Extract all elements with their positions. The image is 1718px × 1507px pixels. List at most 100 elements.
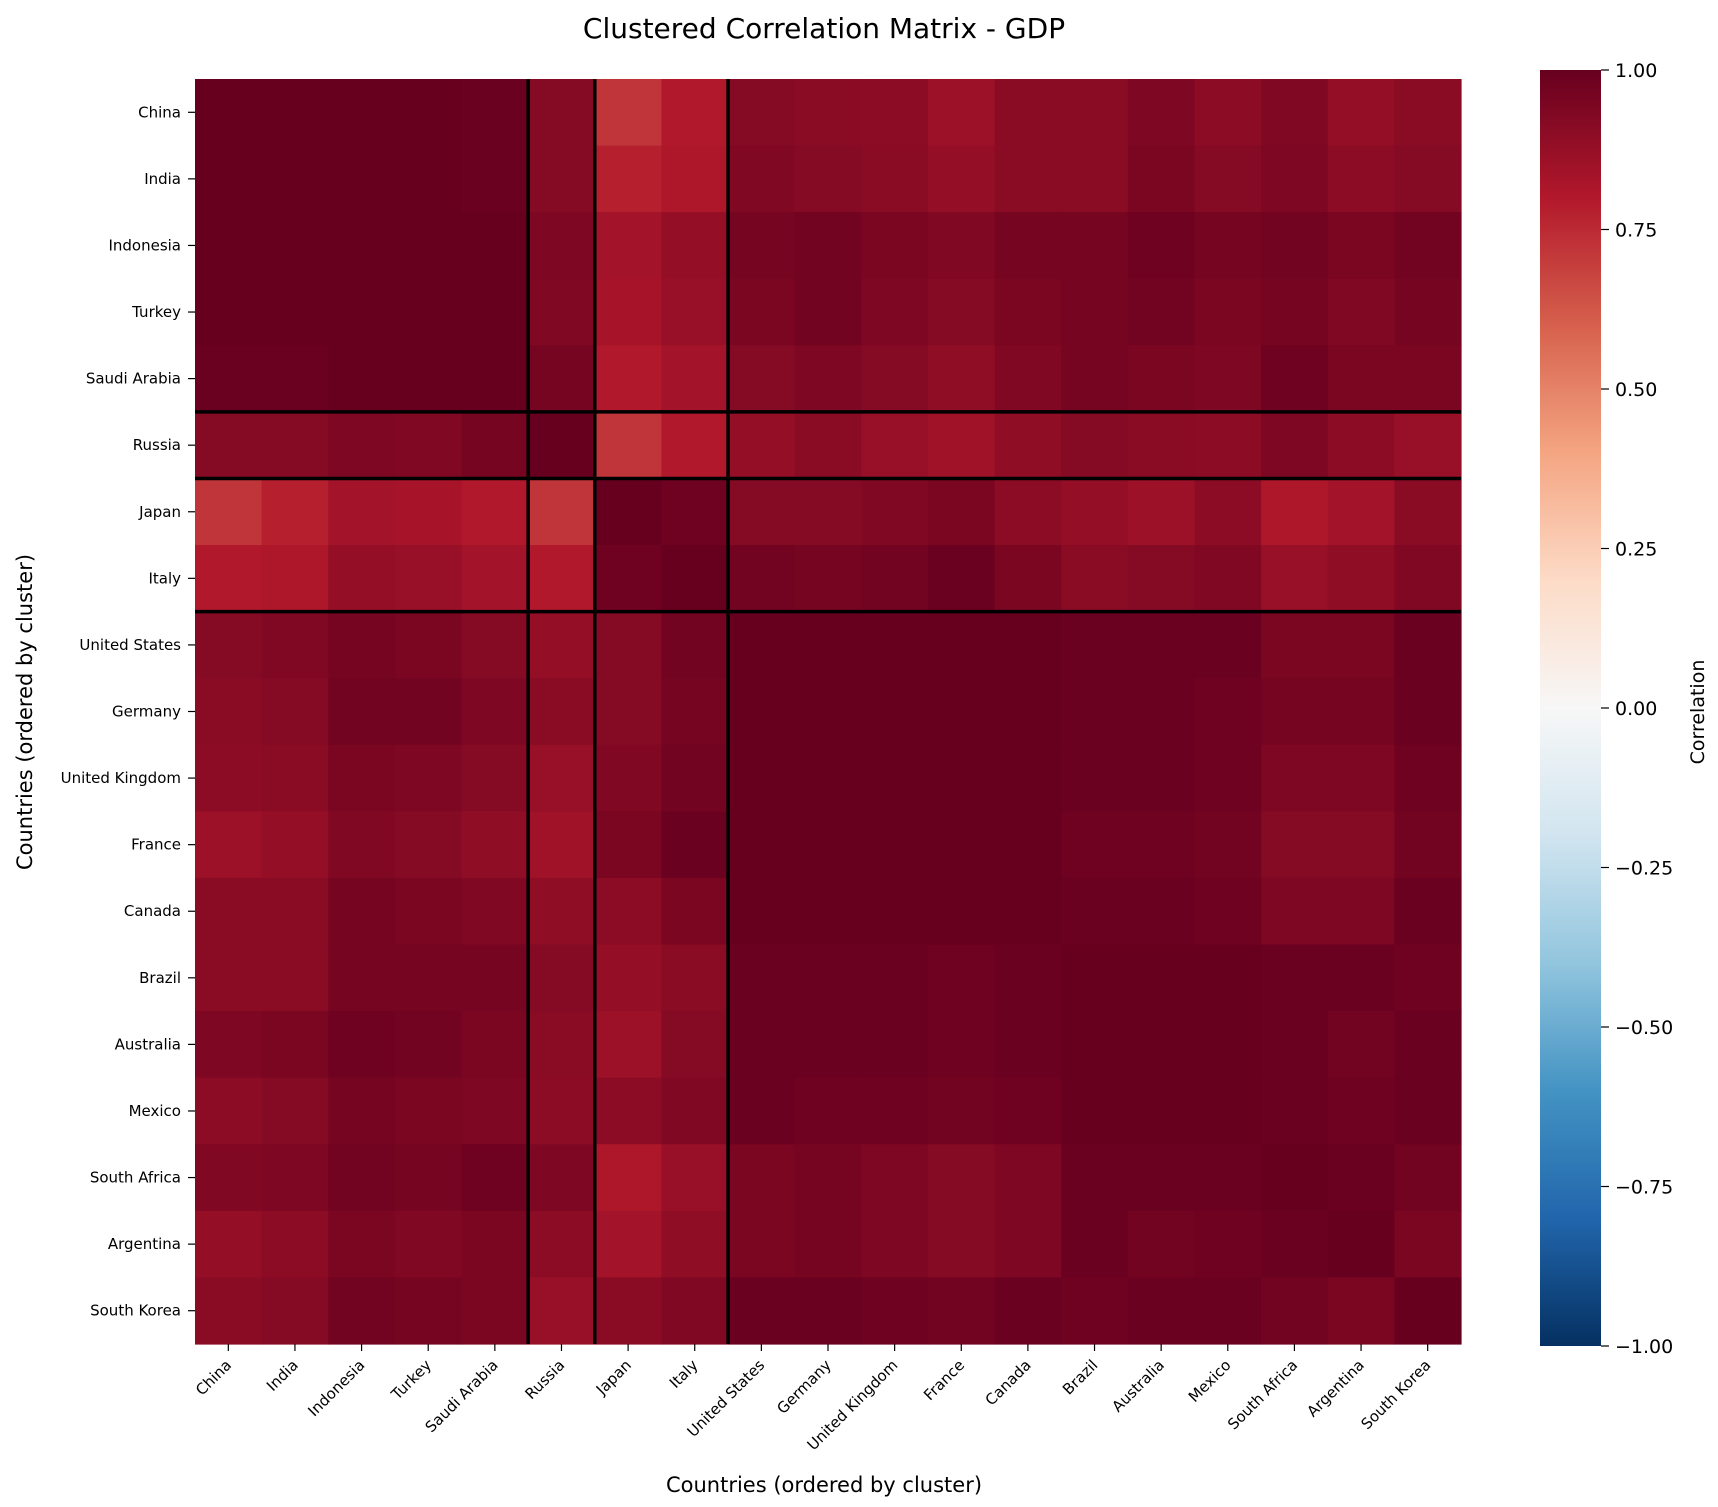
heatmap-cell — [1327, 1210, 1395, 1279]
heatmap-cell — [661, 1077, 729, 1145]
heatmap-cell — [528, 944, 596, 1012]
heatmap-cell — [261, 478, 329, 546]
heatmap-cell — [994, 944, 1062, 1012]
heatmap-cell — [861, 678, 929, 746]
heatmap-cell — [994, 411, 1062, 480]
heatmap-cell — [1394, 811, 1462, 879]
heatmap-cell — [994, 145, 1062, 213]
heatmap-cell — [1261, 944, 1329, 1012]
heatmap-cell — [195, 678, 263, 746]
heatmap-cell — [661, 1144, 729, 1212]
heatmap-cell — [461, 411, 529, 480]
heatmap-cell — [461, 744, 529, 812]
heatmap-cell — [594, 811, 663, 879]
heatmap-cell — [528, 345, 596, 413]
heatmap-cell — [461, 811, 529, 879]
heatmap-cell — [594, 145, 663, 213]
x-tick-label: China — [192, 1356, 235, 1399]
heatmap-cell — [1261, 1011, 1329, 1079]
heatmap-cell — [195, 811, 263, 879]
heatmap-cell — [394, 545, 463, 613]
heatmap-cell — [728, 1077, 796, 1145]
heatmap-cell — [1194, 145, 1262, 213]
heatmap-cell — [1127, 678, 1196, 746]
heatmap-cell — [1327, 611, 1395, 679]
y-tick-label: Russia — [133, 436, 181, 454]
heatmap-cell — [328, 278, 396, 346]
heatmap-cell — [1127, 345, 1196, 413]
heatmap-cell — [728, 877, 796, 946]
heatmap-cell — [1394, 1011, 1462, 1079]
heatmap-cell — [461, 678, 529, 746]
heatmap-cell — [1327, 811, 1395, 879]
y-tick-label: United States — [79, 636, 181, 654]
heatmap-cell — [1061, 478, 1129, 546]
heatmap-cell — [328, 411, 396, 480]
heatmap-cell — [994, 678, 1062, 746]
x-tick-label: South Korea — [1358, 1356, 1435, 1433]
heatmap-cell — [195, 611, 263, 679]
heatmap-cell — [927, 611, 996, 679]
heatmap-cell — [661, 145, 729, 213]
colorbar-tick-label: 0.50 — [1615, 379, 1657, 401]
y-tick-label: Germany — [112, 703, 181, 721]
heatmap-cell — [861, 811, 929, 879]
heatmap-cell — [528, 411, 596, 480]
heatmap-cell — [1194, 79, 1262, 147]
heatmap-cell — [927, 1077, 996, 1145]
heatmap-cell — [1261, 145, 1329, 213]
heatmap-cell — [1127, 1210, 1196, 1279]
heatmap-cell — [1327, 1077, 1395, 1145]
heatmap-cell — [528, 1277, 596, 1345]
heatmap-cell — [1061, 278, 1129, 346]
heatmap-cell — [261, 1210, 329, 1279]
heatmap-cell — [461, 345, 529, 413]
heatmap-cell — [1394, 478, 1462, 546]
heatmap-cell — [461, 944, 529, 1012]
heatmap-cell — [861, 545, 929, 613]
heatmap-cell — [994, 212, 1062, 280]
y-tick-label: India — [144, 170, 181, 188]
heatmap-cell — [794, 145, 862, 213]
heatmap-cell — [661, 478, 729, 546]
heatmap-cell — [394, 1077, 463, 1145]
y-tick-label: Brazil — [139, 969, 181, 987]
heatmap-cell — [261, 145, 329, 213]
heatmap-cell — [195, 478, 263, 546]
heatmap-cell — [1194, 678, 1262, 746]
x-tick-label: Mexico — [1185, 1356, 1235, 1406]
x-tick-label: South Africa — [1224, 1356, 1301, 1433]
heatmap-cell — [1127, 145, 1196, 213]
heatmap-cell — [1061, 545, 1129, 613]
heatmap-cell — [528, 678, 596, 746]
heatmap-cell — [461, 1077, 529, 1145]
heatmap-cell — [594, 877, 663, 946]
heatmap-cell — [461, 278, 529, 346]
heatmap-cell — [328, 744, 396, 812]
heatmap-cell — [461, 611, 529, 679]
heatmap-cell — [927, 411, 996, 480]
heatmap-cell — [1194, 1077, 1262, 1145]
heatmap-cell — [261, 611, 329, 679]
colorbar-tick-label: −0.75 — [1615, 1177, 1673, 1199]
heatmap-cell — [861, 79, 929, 147]
heatmap-cell — [394, 877, 463, 946]
heatmap-cell — [1127, 411, 1196, 480]
heatmap-cell — [794, 545, 862, 613]
heatmap-cell — [594, 1277, 663, 1345]
chart-title: Clustered Correlation Matrix - GDP — [583, 12, 1065, 45]
heatmap-cell — [661, 545, 729, 613]
heatmap-cell — [328, 345, 396, 413]
heatmap-cell — [661, 278, 729, 346]
heatmap-cell — [794, 1011, 862, 1079]
heatmap-cell — [394, 944, 463, 1012]
heatmap-cell — [528, 1011, 596, 1079]
heatmap-cell — [594, 744, 663, 812]
heatmap-cell — [861, 1144, 929, 1212]
heatmap-cell — [328, 811, 396, 879]
heatmap-cell — [328, 1011, 396, 1079]
heatmap-cell — [1261, 212, 1329, 280]
heatmap-cell — [861, 145, 929, 213]
heatmap-cell — [661, 79, 729, 147]
heatmap-cell — [1394, 345, 1462, 413]
